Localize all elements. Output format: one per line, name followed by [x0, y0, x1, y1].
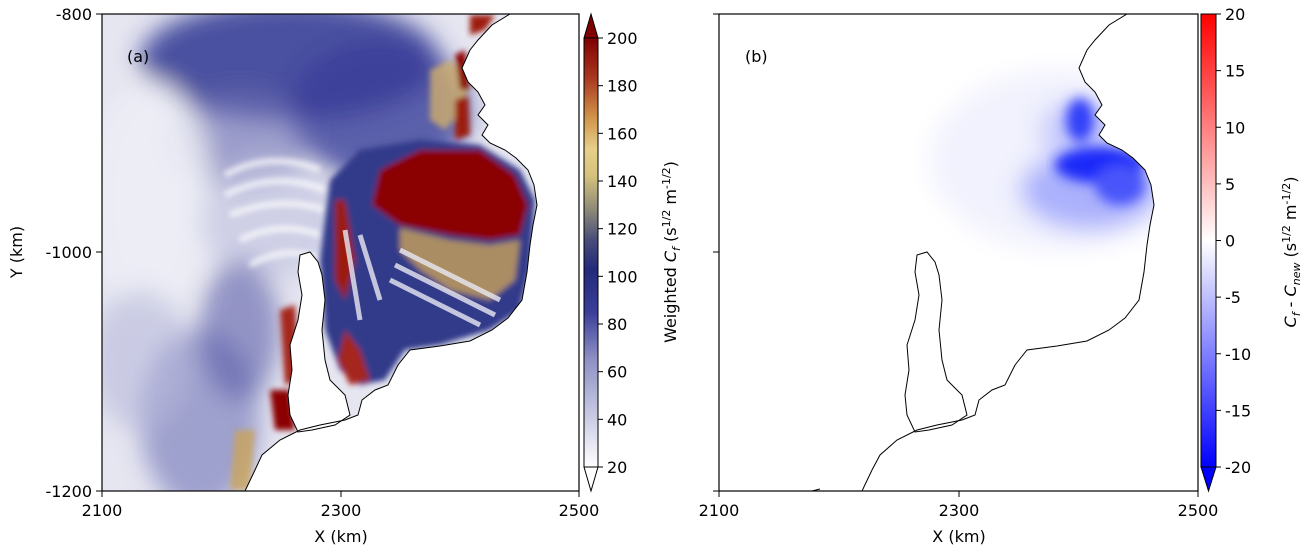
x-tick-label: 2300 — [321, 501, 362, 520]
colorbar-b-gradient — [1200, 13, 1217, 468]
colorbar-tick-label: 0 — [1225, 232, 1235, 251]
colorbar-a-label: Weighted Cf (s1/2 m-1/2) — [660, 161, 683, 343]
colorbar-tick-label: -10 — [1225, 345, 1251, 364]
x-axis-label: X (km) — [932, 527, 985, 546]
y-tick-label: -800 — [56, 5, 92, 24]
colorbar-tick-label: -15 — [1225, 401, 1251, 420]
island-outline-a — [287, 251, 351, 433]
colorbar-tick-label: 20 — [607, 458, 627, 477]
outside-domain-b — [862, 14, 1198, 491]
coastline-b — [861, 14, 1155, 491]
colorbar-tick-label: 10 — [1225, 118, 1245, 137]
x-tick-label: 2500 — [559, 501, 600, 520]
colorbar-a-extend-max — [583, 12, 599, 39]
x-tick-label: 2100 — [699, 501, 740, 520]
panel-a-label: (a) — [127, 47, 149, 66]
x-axis-label: X (km) — [314, 527, 367, 546]
colorbar-tick-label: 180 — [607, 77, 638, 96]
colorbar-tick-label: -5 — [1225, 288, 1241, 307]
panel-a-y-axis: -800 -1000 -1200 Y (km) — [7, 5, 102, 501]
colorbar-tick-label: 200 — [607, 29, 638, 48]
coastline-a — [244, 14, 538, 491]
colorbar-tick-label: 160 — [607, 124, 638, 143]
colorbar-a-gradient — [583, 37, 599, 468]
outside-domain-a — [245, 14, 579, 491]
colorbar-b-label: Cf - Cnew (s1/2 m-1/2) — [1280, 177, 1303, 328]
x-tick-label: 2100 — [82, 501, 123, 520]
panel-a-heatmap — [102, 14, 579, 491]
colorbar-b-extend-min — [1200, 466, 1217, 493]
x-tick-label: 2300 — [939, 501, 980, 520]
y-axis-label: Y (km) — [7, 226, 26, 279]
colorbar-tick-label: 20 — [1225, 5, 1245, 24]
colorbar-tick-label: 100 — [607, 267, 638, 286]
colorbar-tick-label: 120 — [607, 220, 638, 239]
panel-b-heatmap — [719, 14, 1198, 491]
colorbar-b: 20 15 10 5 0 -5 -10 -15 -20 Cf - Cnew (s1/2 m-1/… — [1200, 5, 1303, 493]
panel-b-x-axis: 2100 2300 2500 X (km) — [699, 491, 1219, 546]
colorbar-a: 20 40 60 80 100 120 140 160 180 200 Weighted Cf (… — [583, 12, 683, 493]
colorbar-tick-label: 40 — [607, 410, 627, 429]
y-tick-label: -1000 — [46, 243, 93, 262]
colorbar-tick-label: 15 — [1225, 62, 1245, 81]
panel-b-y-axis — [713, 13, 719, 492]
panel-a-x-axis: 2100 2300 2500 X (km) — [82, 491, 600, 546]
panel-b-label: (b) — [745, 47, 768, 66]
colorbar-tick-label: -20 — [1225, 458, 1251, 477]
y-tick-label: -1200 — [46, 482, 93, 501]
colorbar-a-extend-min — [583, 466, 599, 493]
x-tick-label: 2500 — [1178, 501, 1219, 520]
colorbar-tick-label: 80 — [607, 315, 627, 334]
colorbar-tick-label: 60 — [607, 363, 627, 382]
colorbar-tick-label: 140 — [607, 172, 638, 191]
colorbar-tick-label: 5 — [1225, 175, 1235, 194]
inner-island-a — [288, 252, 350, 432]
